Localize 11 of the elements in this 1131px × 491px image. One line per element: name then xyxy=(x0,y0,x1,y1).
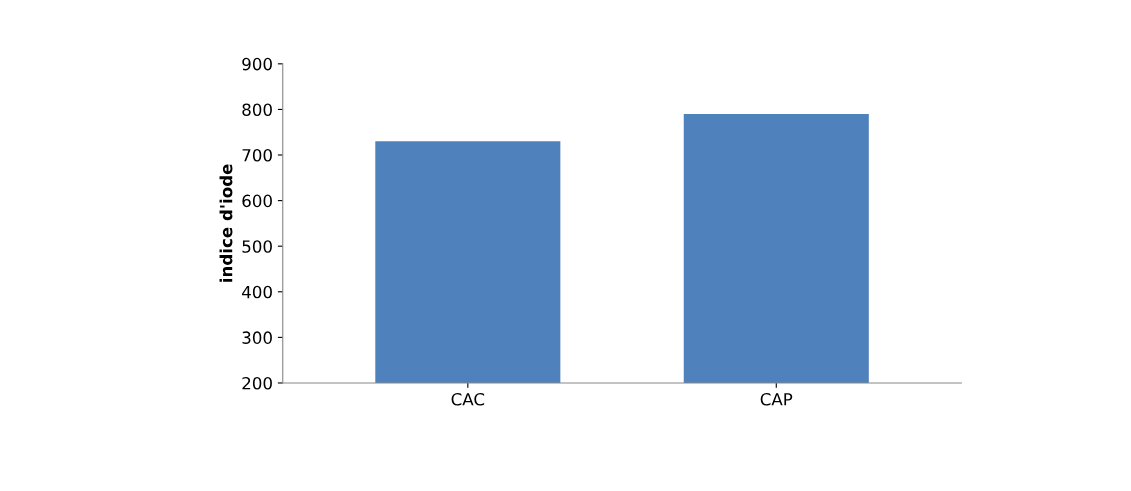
y-tick-label: 700 xyxy=(242,148,272,162)
y-tick-label: 600 xyxy=(242,194,272,208)
x-tick-label: CAP xyxy=(760,393,793,406)
y-tick-label: 800 xyxy=(242,103,272,116)
y-tick-label: 500 xyxy=(242,240,272,253)
y-tick-label: 200 xyxy=(242,376,272,390)
y-tick-label: 900 xyxy=(242,57,272,71)
y-tick-label: 400 xyxy=(242,285,272,299)
y-axis-title: indice d'iode xyxy=(219,164,233,282)
y-tick-label: 300 xyxy=(242,331,272,344)
x-tick-label: CAC xyxy=(451,393,485,406)
